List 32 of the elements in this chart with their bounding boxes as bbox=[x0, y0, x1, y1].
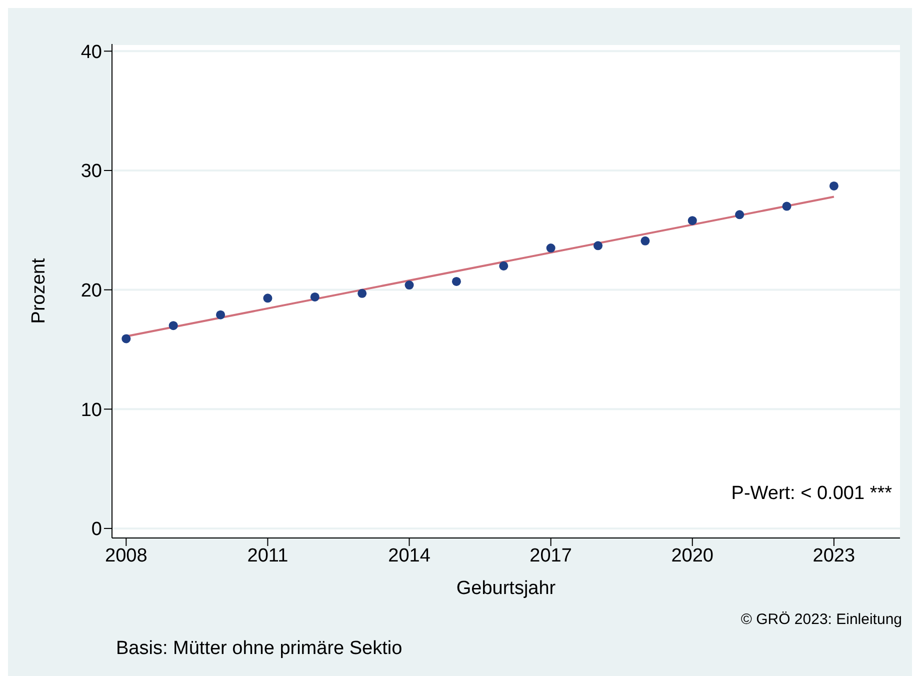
y-tick-label: 10 bbox=[80, 400, 102, 421]
point bbox=[688, 216, 697, 226]
point bbox=[499, 261, 508, 270]
y-axis-title: Prozent bbox=[28, 258, 50, 324]
y-tick-label: 0 bbox=[91, 519, 102, 540]
point bbox=[452, 276, 461, 286]
x-tick-label: 2011 bbox=[247, 545, 288, 566]
point bbox=[263, 294, 272, 303]
point bbox=[735, 210, 744, 220]
point bbox=[546, 244, 556, 253]
annotation: P-Wert: < 0.001 *** bbox=[731, 483, 892, 505]
x-tick-label: 2017 bbox=[530, 545, 572, 566]
x-tick-label: 2023 bbox=[812, 545, 856, 566]
y-tick-label: 40 bbox=[80, 42, 102, 63]
y-tick-label: 20 bbox=[80, 280, 102, 302]
x-tick-label: 2020 bbox=[671, 545, 714, 566]
y-tick-label: 30 bbox=[80, 161, 102, 182]
point bbox=[310, 292, 320, 302]
point bbox=[782, 202, 792, 211]
point bbox=[168, 321, 178, 330]
x-tick-label: 2008 bbox=[105, 545, 148, 566]
point bbox=[404, 280, 414, 290]
point bbox=[640, 236, 650, 246]
point bbox=[594, 241, 603, 250]
x-tick-label: 2014 bbox=[388, 545, 431, 566]
point bbox=[122, 334, 131, 344]
point bbox=[216, 310, 226, 320]
point bbox=[358, 288, 367, 298]
text: Basis: Mütter ohne primäre Sektio bbox=[116, 638, 402, 660]
x-axis-title: Geburtsjahr bbox=[456, 578, 556, 599]
text: © GRÖ 2023: Einleitung bbox=[740, 611, 902, 628]
point bbox=[829, 181, 838, 190]
